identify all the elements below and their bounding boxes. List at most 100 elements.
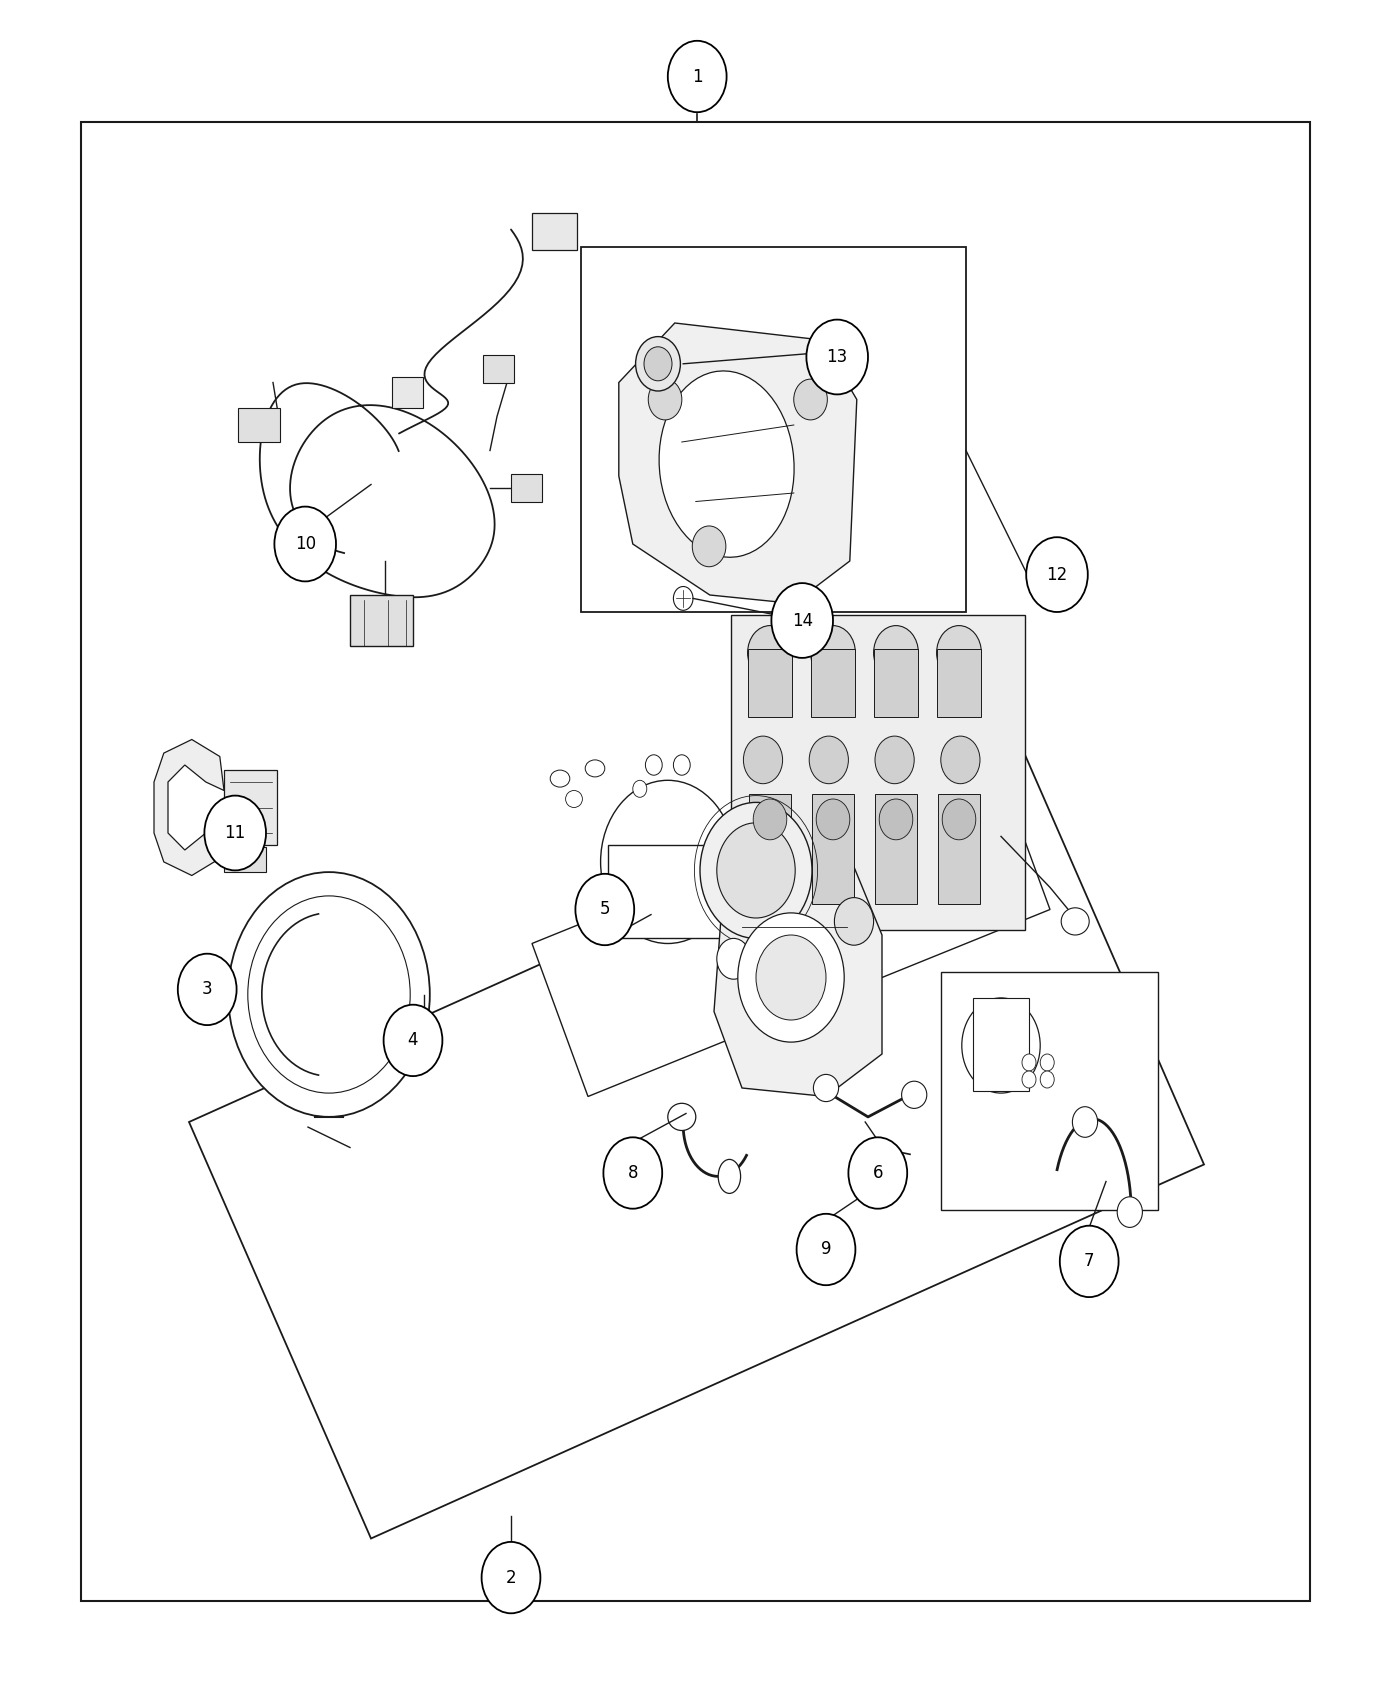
Text: 12: 12: [1046, 566, 1068, 583]
Bar: [581, 246, 966, 612]
Bar: [748, 649, 792, 717]
Bar: [350, 595, 413, 646]
Circle shape: [806, 320, 868, 394]
Text: 3: 3: [202, 981, 213, 998]
Ellipse shape: [636, 337, 680, 391]
Bar: [875, 794, 917, 904]
Circle shape: [603, 1137, 662, 1209]
Bar: [532, 212, 577, 250]
Ellipse shape: [648, 379, 682, 420]
Polygon shape: [189, 748, 1204, 1538]
Circle shape: [848, 1137, 907, 1209]
Text: 10: 10: [294, 536, 316, 552]
Ellipse shape: [809, 736, 848, 784]
Ellipse shape: [941, 736, 980, 784]
Ellipse shape: [1117, 1197, 1142, 1227]
Ellipse shape: [942, 799, 976, 840]
Bar: [874, 649, 918, 717]
Ellipse shape: [753, 799, 787, 840]
Ellipse shape: [248, 896, 410, 1093]
Bar: [224, 847, 266, 872]
Ellipse shape: [756, 935, 826, 1020]
Ellipse shape: [659, 371, 794, 558]
Ellipse shape: [700, 802, 812, 938]
Bar: [938, 794, 980, 904]
Ellipse shape: [717, 938, 750, 979]
Circle shape: [482, 1542, 540, 1613]
Ellipse shape: [668, 1103, 696, 1130]
Ellipse shape: [816, 799, 850, 840]
Circle shape: [575, 874, 634, 945]
Ellipse shape: [1040, 1054, 1054, 1071]
Ellipse shape: [811, 626, 855, 680]
Bar: [224, 770, 277, 845]
Circle shape: [668, 41, 727, 112]
Ellipse shape: [633, 780, 647, 797]
Bar: [511, 474, 542, 502]
Circle shape: [1060, 1226, 1119, 1297]
Text: 4: 4: [407, 1032, 419, 1049]
Ellipse shape: [962, 998, 1040, 1093]
Ellipse shape: [853, 1170, 883, 1200]
Circle shape: [274, 507, 336, 581]
Ellipse shape: [228, 872, 430, 1117]
Bar: [937, 649, 981, 717]
Ellipse shape: [673, 755, 690, 775]
Text: 2: 2: [505, 1569, 517, 1586]
Bar: [941, 972, 1158, 1210]
Ellipse shape: [717, 823, 795, 918]
Ellipse shape: [743, 736, 783, 784]
Ellipse shape: [1061, 908, 1089, 935]
Ellipse shape: [794, 379, 827, 420]
Text: 5: 5: [599, 901, 610, 918]
Ellipse shape: [601, 780, 735, 944]
Ellipse shape: [879, 799, 913, 840]
Circle shape: [204, 796, 266, 870]
Ellipse shape: [937, 626, 981, 680]
Bar: [731, 615, 1025, 930]
Bar: [811, 649, 855, 717]
Ellipse shape: [875, 736, 914, 784]
Ellipse shape: [673, 586, 693, 610]
Ellipse shape: [1040, 1071, 1054, 1088]
Ellipse shape: [748, 626, 792, 680]
Bar: [81, 122, 1310, 1601]
Ellipse shape: [738, 913, 844, 1042]
Ellipse shape: [976, 1015, 1026, 1076]
Ellipse shape: [644, 347, 672, 381]
Ellipse shape: [566, 790, 582, 807]
Bar: [749, 794, 791, 904]
Text: 8: 8: [627, 1164, 638, 1181]
Circle shape: [384, 1005, 442, 1076]
Ellipse shape: [550, 770, 570, 787]
Ellipse shape: [813, 1074, 839, 1102]
Ellipse shape: [902, 1081, 927, 1108]
Text: 11: 11: [224, 824, 246, 842]
Ellipse shape: [874, 626, 918, 680]
Ellipse shape: [1022, 1071, 1036, 1088]
Text: 1: 1: [692, 68, 703, 85]
Circle shape: [178, 954, 237, 1025]
Text: 7: 7: [1084, 1253, 1095, 1270]
Text: 13: 13: [826, 348, 848, 366]
Text: 6: 6: [872, 1164, 883, 1181]
Text: 9: 9: [820, 1241, 832, 1258]
Polygon shape: [532, 756, 1050, 1096]
Ellipse shape: [718, 1159, 741, 1193]
Ellipse shape: [834, 898, 874, 945]
Polygon shape: [619, 323, 857, 604]
Ellipse shape: [645, 755, 662, 775]
Bar: [238, 408, 280, 442]
Bar: [973, 998, 1029, 1091]
Ellipse shape: [692, 525, 725, 566]
Bar: [812, 794, 854, 904]
Circle shape: [797, 1214, 855, 1285]
Circle shape: [1026, 537, 1088, 612]
Bar: [608, 845, 748, 938]
Ellipse shape: [1072, 1107, 1098, 1137]
Polygon shape: [714, 867, 882, 1096]
Ellipse shape: [1022, 1054, 1036, 1071]
Bar: [483, 355, 514, 383]
Bar: [392, 377, 423, 408]
Polygon shape: [154, 740, 224, 876]
